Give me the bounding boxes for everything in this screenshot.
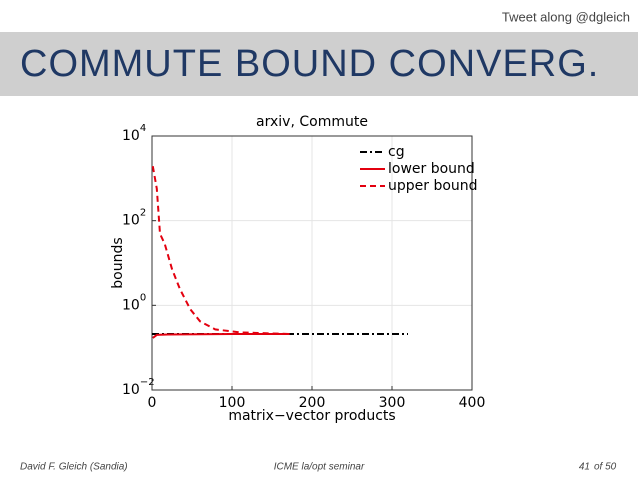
x-tick-label: 300 [379, 395, 406, 411]
legend-label: lower bound [388, 161, 475, 177]
series-line [151, 165, 290, 336]
y-tick-exponent: −2 [140, 377, 155, 388]
chart-title: arxiv, Commute [256, 114, 368, 130]
y-tick-exponent: 0 [140, 292, 146, 303]
footer-total: of 50 [594, 462, 617, 473]
y-tick-exponent: 4 [140, 123, 146, 134]
x-tick-label: 0 [148, 395, 157, 411]
footer-author: David F. Gleich (Sandia) [20, 462, 128, 473]
y-tick-base: 10 [122, 128, 140, 144]
plot-frame [151, 135, 473, 391]
x-tick-label: 100 [219, 395, 246, 411]
footer-page: 41 [579, 462, 590, 473]
y-tick-base: 10 [122, 213, 140, 229]
series-line [152, 333, 290, 339]
y-tick-label: 102 [122, 208, 146, 229]
y-tick-label: 104 [122, 123, 146, 144]
y-tick-exponent: 2 [140, 208, 146, 219]
y-tick-label: 10−2 [122, 377, 155, 398]
slide-title: COMMUTE BOUND CONVERG. [20, 43, 599, 85]
x-tick-label: 200 [299, 395, 326, 411]
footer-venue: ICME la/opt seminar [274, 462, 365, 473]
x-tick-label: 400 [459, 395, 486, 411]
tweet: Tweet along @dgleich [502, 9, 630, 24]
legend-label: upper bound [388, 178, 478, 194]
y-axis-label: bounds [110, 237, 126, 288]
y-tick-base: 10 [122, 382, 140, 398]
title-band [0, 32, 638, 96]
y-tick-base: 10 [122, 297, 140, 313]
legend-label: cg [388, 144, 405, 160]
x-axis-label: matrix−vector products [228, 408, 395, 424]
y-tick-label: 100 [122, 292, 146, 313]
